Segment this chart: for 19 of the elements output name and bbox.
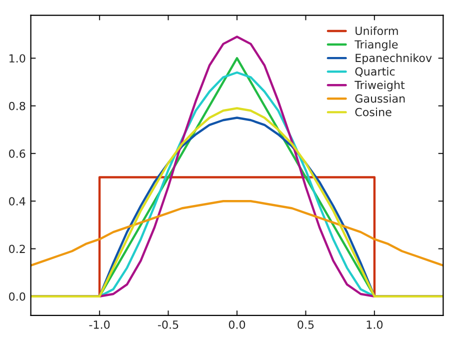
y-tick-label: 1.0 — [10, 54, 26, 63]
x-tick-label: 0.0 — [228, 320, 246, 329]
y-tick-label: 0.6 — [9, 149, 26, 158]
legend-label: Epanechnikov — [356, 54, 432, 64]
y-tick-label: 0.2 — [9, 244, 25, 254]
y-tick-label: 0.0 — [9, 292, 26, 301]
legend-label: Cosine — [355, 108, 392, 116]
x-tick-label: -1.0 — [89, 320, 110, 329]
y-tick-label: 0.8 — [9, 102, 26, 110]
legend-label: Triweight — [354, 80, 405, 92]
x-tick-label: -0.5 — [158, 320, 178, 329]
legend-label: Gaussian — [355, 94, 405, 103]
x-tick-label: 1.0 — [366, 320, 383, 329]
line-series — [30, 200, 444, 267]
legend-label: Quartic — [355, 67, 395, 77]
x-tick-label: 0.5 — [298, 320, 314, 329]
y-tick-label: 0.4 — [9, 197, 26, 206]
legend-label: Triangle — [354, 40, 398, 51]
legend-label: Uniform — [356, 26, 398, 36]
